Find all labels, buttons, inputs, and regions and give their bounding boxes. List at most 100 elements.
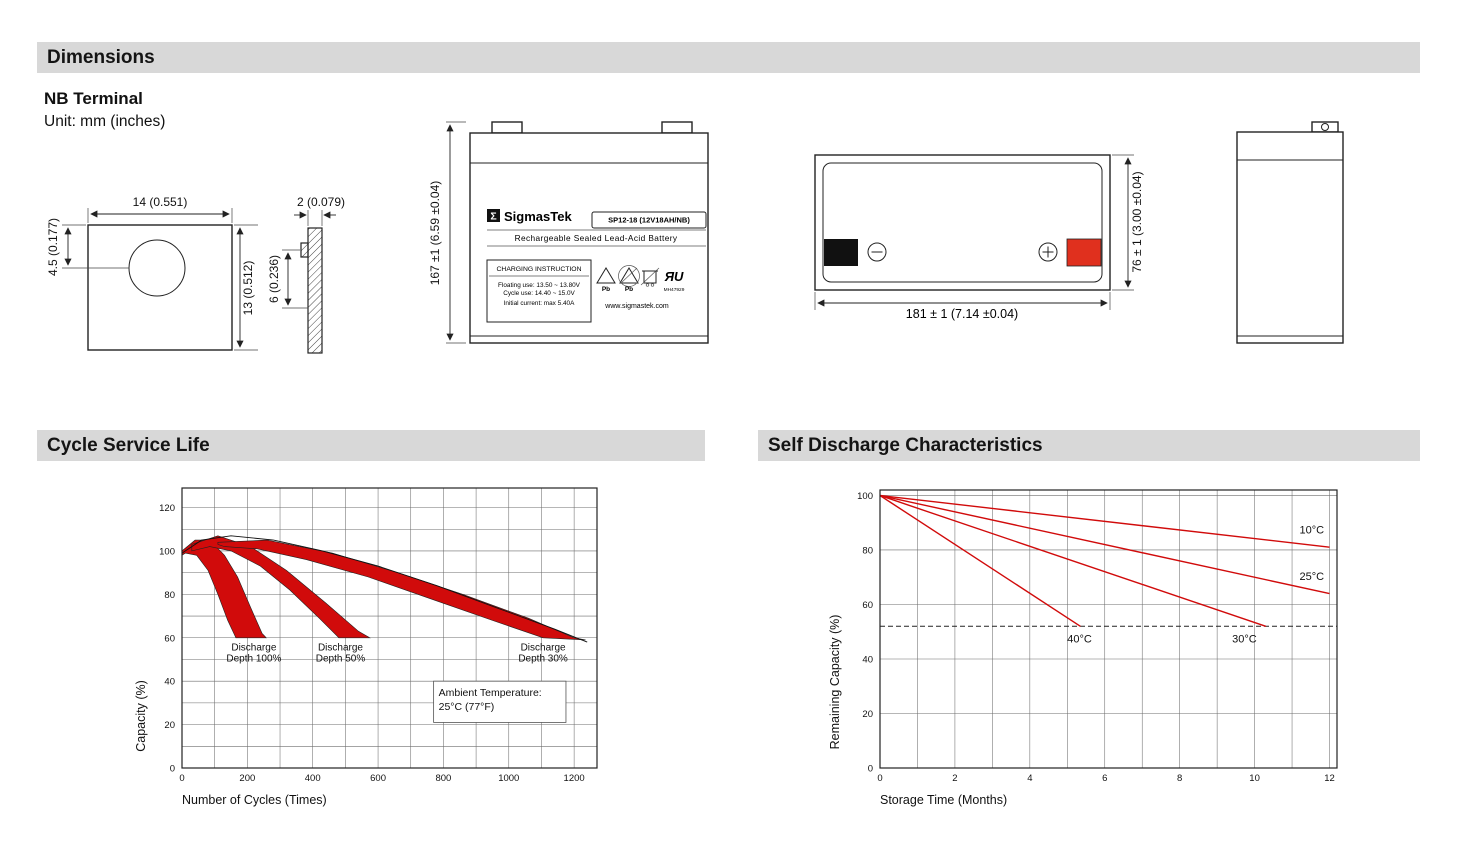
y-tick-label: 20: [862, 709, 873, 720]
dimensions-section-header: Dimensions: [37, 42, 1420, 73]
x-tick-label: 1200: [564, 773, 585, 784]
x-axis-title: Storage Time (Months): [880, 793, 1007, 807]
annotation-label: Depth 30%: [518, 653, 568, 664]
terminal-thickness-label: 2 (0.079): [297, 195, 345, 209]
y-tick-label: 100: [857, 491, 873, 502]
ul-recognized-icon: ЯU: [664, 269, 684, 284]
series-label: 25°C: [1300, 571, 1325, 583]
x-tick-label: 600: [370, 773, 386, 784]
ambient-note-line: Ambient Temperature:: [439, 687, 542, 699]
x-axis-title: Number of Cycles (Times): [182, 793, 327, 807]
terminal-type-heading: NB Terminal: [44, 89, 143, 108]
no-lead-slash: [620, 267, 638, 284]
battery-width-label: 181 ± 1 (7.14 ±0.04): [906, 307, 1018, 321]
self-discharge-chart: 10°C 25°C 30°C 40°C 0 2 4 6 8 10 12 0 20 40 60 80 100 Sto…: [828, 489, 1338, 807]
model-box: [591, 211, 707, 229]
self-discharge-section-header: Self Discharge Characteristics: [758, 430, 1420, 461]
x-tick-label: 0: [179, 773, 184, 784]
y-tick-label: 20: [164, 720, 175, 731]
charging-cycle-use: Cycle use: 14.40 ~ 15.0V: [503, 290, 575, 297]
terminal-profile-flange: [300, 242, 309, 258]
charging-floating-use: Floating use: 13.50 ~ 13.80V: [498, 282, 581, 289]
brand-name: SigmasTek: [504, 209, 572, 224]
y-tick-label: 60: [862, 600, 873, 611]
terminal-body-outline: [87, 224, 233, 351]
bin-cross-slash: [640, 267, 660, 286]
annotation-label: Discharge: [318, 642, 363, 653]
series-line: [879, 494, 1081, 627]
y-tick-label: 100: [159, 546, 175, 557]
top-view-outline: [814, 154, 1111, 291]
charging-title: CHARGING INSTRUCTION: [497, 266, 582, 273]
recycle-icon: [596, 267, 616, 284]
model-number: SP12-18 (12V18AH/NB): [608, 216, 690, 225]
pb-label: Pb: [625, 286, 633, 293]
terminal-front-view: 14 (0.551) 4.5 (0.177) 13 (0.512): [46, 195, 258, 351]
series-line: [879, 494, 1330, 595]
annotation-label: Depth 100%: [226, 653, 281, 664]
x-tick-label: 0: [877, 773, 882, 784]
battery-depth-label: 76 ± 1 (3.00 ±0.04): [1130, 171, 1144, 272]
battery-side-view: [1236, 121, 1344, 344]
x-tick-label: 200: [239, 773, 255, 784]
annotation-label: Discharge: [521, 642, 566, 653]
terminal-hole-offset-label: 4.5 (0.177): [46, 218, 60, 276]
plot-border: [181, 487, 598, 769]
brand-logo-icon: [487, 209, 500, 222]
ambient-note-box: [433, 680, 567, 723]
positive-terminal-icon: [1038, 242, 1058, 262]
terminal-cap: [661, 121, 693, 134]
no-lead-circle-icon: [618, 265, 640, 287]
series-label: 40°C: [1067, 634, 1092, 646]
x-tick-label: 1000: [498, 773, 519, 784]
battery-top-view: 181 ± 1 (7.14 ±0.04) 76 ± 1 (3.00 ±0.04): [814, 154, 1144, 321]
charging-initial-current: Initial current: max 5.40A: [504, 300, 575, 307]
x-tick-label: 8: [1177, 773, 1182, 784]
y-tick-label: 0: [170, 764, 175, 775]
ambient-note-line: 25°C (77°F): [439, 701, 495, 713]
y-axis-title: Remaining Capacity (%): [828, 615, 842, 750]
terminal-height-label: 13 (0.512): [241, 261, 255, 316]
discharge-depth-band: [217, 539, 586, 641]
series-label: 10°C: [1300, 525, 1325, 537]
product-line-text: Rechargeable Sealed Lead-Acid Battery: [515, 233, 678, 243]
discharge-depth-band: [191, 535, 372, 639]
terminal-width-label: 14 (0.551): [133, 195, 188, 209]
x-tick-label: 12: [1324, 773, 1335, 784]
side-view-outline: [1236, 131, 1344, 344]
pb-label: Pb: [602, 286, 610, 293]
terminal-profile: [307, 227, 323, 354]
negative-terminal-block: [824, 239, 858, 266]
plot-border: [879, 489, 1338, 769]
ul-file-number: MH47929: [664, 287, 685, 293]
series-line: [879, 494, 1330, 548]
terminal-slot-height-label: 6 (0.236): [267, 255, 281, 303]
positive-terminal-block: [1066, 238, 1102, 267]
x-tick-label: 4: [1027, 773, 1032, 784]
dimensions-section-title: Dimensions: [47, 47, 155, 68]
y-tick-label: 120: [159, 503, 175, 514]
y-tick-label: 80: [862, 545, 873, 556]
recycle-icon: [619, 267, 639, 284]
envelope-curve: [181, 535, 588, 643]
cycle-life-section-header: Cycle Service Life: [37, 430, 705, 461]
unit-note: Unit: mm (inches): [44, 113, 166, 130]
y-tick-label: 40: [164, 677, 175, 688]
dimension-drawings: 14 (0.551) 4.5 (0.177) 13 (0.512) 2 (0.0…: [46, 121, 1344, 354]
bin-wheel: [645, 283, 650, 287]
battery-front-view: 167 ±1 (6.59 ±0.04) Σ SigmasTek SP12-18 …: [428, 121, 709, 344]
website-text: www.sigmastek.com: [604, 303, 669, 310]
y-tick-label: 0: [868, 764, 873, 775]
bin-wheel: [650, 283, 655, 287]
x-tick-label: 800: [435, 773, 451, 784]
x-tick-label: 2: [952, 773, 957, 784]
top-view-inner-outline: [822, 162, 1103, 283]
negative-terminal-icon: [867, 242, 887, 262]
battery-case-outline: [469, 132, 709, 344]
y-tick-label: 80: [164, 590, 175, 601]
terminal-cap: [491, 121, 523, 134]
series-line: [879, 494, 1267, 627]
x-tick-label: 6: [1102, 773, 1107, 784]
